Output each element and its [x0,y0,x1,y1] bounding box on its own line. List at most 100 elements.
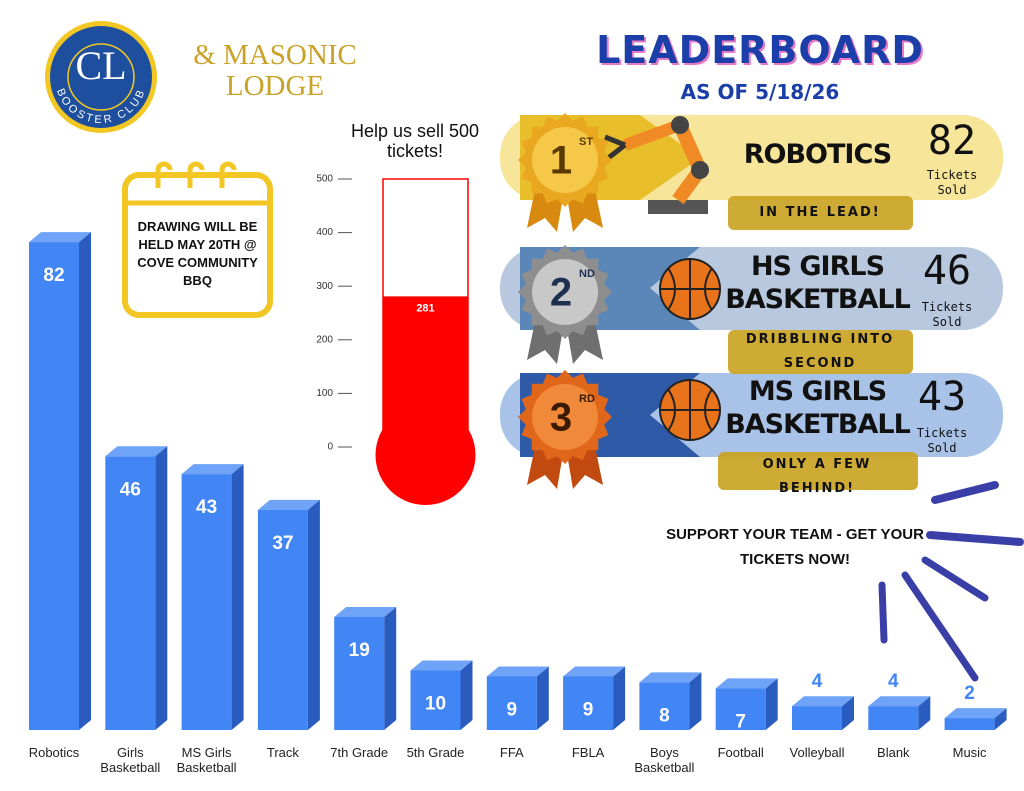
bar-top [792,696,854,707]
bar [639,682,690,730]
arm-fore [622,119,683,151]
ticket-unit: Tickets Sold [921,300,973,329]
x-tick-label: Volleyball [789,745,845,760]
leaderboard-title: LEADERBOARD [596,28,924,72]
bar [792,706,842,730]
bar [715,688,766,730]
x-tick-label: Boys Basketball [634,745,695,775]
ring [187,161,205,188]
bar [29,242,79,730]
bar-side [918,696,931,730]
bar [105,456,156,730]
bar [944,718,995,730]
bar-top [334,606,397,617]
joint [671,116,689,134]
bar-top [944,708,1007,719]
value-label: 4 [812,671,823,692]
bulb [375,405,476,505]
x-tick-label: Robotics [28,745,80,760]
ring [155,161,173,188]
bar-side [994,708,1007,730]
thermometer-title: Help us sell 500 tickets! [350,121,480,161]
ticket-unit: Tickets Sold [926,168,978,197]
team-name: ROBOTICS [743,139,893,170]
ticket-unit: Tickets Sold [916,426,968,455]
medal-place: 2 [550,271,572,315]
bar-side [79,232,91,730]
basketball [659,379,721,441]
calendar-rings [155,161,237,188]
medal-suffix: RD [579,393,595,405]
ball-seams [660,380,720,440]
stroke [878,581,888,644]
logo-letters: CL [75,43,126,88]
logo-inner [67,43,135,111]
bar-side [765,678,778,730]
leaderboard-date: AS OF 5/18/26 [680,80,840,104]
bar-top [105,446,168,457]
x-tick-label: 7th Grade [330,745,389,760]
brush [728,330,913,374]
y-tick-label: 400 [316,227,333,238]
y-tick-label: 300 [316,281,333,292]
bar [181,474,232,730]
bar-side [307,499,320,730]
bar [868,706,919,730]
y-tick-label: 0 [327,442,333,453]
bar [563,676,614,730]
x-tick-label: Football [717,745,764,760]
burst [878,481,1024,682]
drawing-note: DRAWING WILL BE HELD MAY 20TH @ COVE COM… [137,219,258,288]
joint [691,161,709,179]
bar [257,509,308,730]
brush [728,196,913,230]
bar-top [410,660,473,671]
basketball [659,258,721,320]
bar-side [689,672,702,730]
medal-place: 1 [550,139,572,183]
bar [410,670,461,730]
bar-top [715,678,778,689]
y-tick-label: 100 [316,388,333,399]
value-label: 10 [425,694,446,715]
bar-side [842,696,854,730]
bar-top [257,499,320,510]
medal-face [532,127,598,193]
x-tick-label: Music [952,745,987,760]
medal-face [532,259,598,325]
ring [219,161,237,188]
bar-side [460,660,473,730]
gripper [604,134,627,161]
bar-side [536,666,549,730]
value-label: 2 [964,683,975,704]
value-label: 9 [583,699,594,720]
stroke [931,481,999,504]
x-tick-label: FBLA [571,745,605,760]
ticket-count: 82 [927,118,977,164]
medal-suffix: ND [579,268,595,280]
x-tick-label: MS Girls Basketball [176,745,237,775]
value-label: 8 [659,705,670,726]
bar-top [29,232,91,243]
medal-place: 3 [550,396,572,440]
bar-side [231,464,244,730]
stroke [901,571,979,682]
bar-top [486,666,549,677]
medal-suffix: ST [579,136,593,148]
brush [718,452,918,490]
value-label: 46 [120,479,141,500]
value-label: 7 [735,711,746,732]
value-label: 281 [416,302,434,314]
x-tick-label: Track [266,745,299,760]
bar-top [563,666,626,677]
bar-top [181,464,244,475]
team-name: HS GIRLS BASKETBALL [725,251,911,315]
tagline: DRIBBLING INTO SECOND [745,332,895,371]
tagline: IN THE LEAD! [759,205,881,220]
logo-disc [50,26,152,128]
arm-base [648,200,708,214]
ticket-count: 43 [917,374,967,420]
calendar-frame [122,172,273,318]
value-label: 19 [349,640,370,661]
